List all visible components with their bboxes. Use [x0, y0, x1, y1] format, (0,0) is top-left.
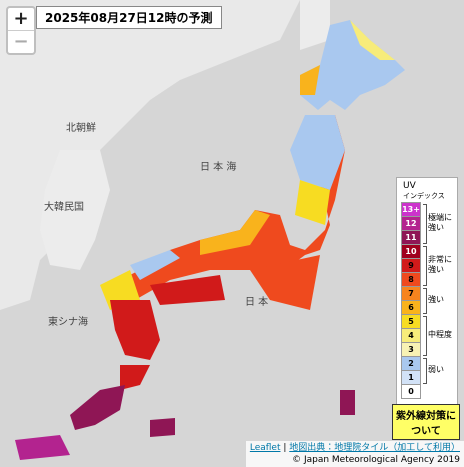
- legend-subtitle: インデックス: [403, 192, 445, 200]
- uv-area: [150, 418, 175, 437]
- legend-group-label: 非常に強い: [428, 255, 452, 274]
- legend-bracket: [423, 246, 427, 286]
- legend-swatch: 12: [401, 216, 421, 231]
- map-label: 大韓民国: [44, 200, 84, 213]
- legend-swatch: 11: [401, 230, 421, 245]
- zoom-control: + −: [6, 6, 36, 55]
- leaflet-link[interactable]: Leaflet: [249, 443, 281, 453]
- uv-area: [290, 115, 345, 190]
- uv-area: [250, 255, 320, 310]
- legend-swatch: 1: [401, 370, 421, 385]
- legend-swatch: 7: [401, 286, 421, 301]
- uv-area: [130, 250, 180, 280]
- legend-bracket: [423, 316, 427, 356]
- tiles-link[interactable]: 地図出典：地理院タイル（加工して利用）: [289, 443, 460, 453]
- legend-swatch: 2: [401, 356, 421, 371]
- uv-area: [340, 390, 355, 415]
- zoom-out[interactable]: −: [8, 30, 34, 53]
- forecast-title: 2025年08月27日12時の予測: [36, 6, 222, 29]
- uv-area: [300, 20, 405, 110]
- continent: [0, 0, 300, 310]
- map-label: 日 本: [245, 295, 268, 308]
- uv-area: [300, 65, 320, 95]
- legend-swatch: 13+: [401, 202, 421, 217]
- uv-area: [295, 180, 330, 225]
- legend-group-label: 弱い: [428, 365, 444, 374]
- legend-swatch: 10: [401, 244, 421, 259]
- legend-swatch: 5: [401, 314, 421, 329]
- map-label: 北朝鮮: [66, 121, 96, 134]
- legend-swatch: 4: [401, 328, 421, 343]
- legend-swatch: 0: [401, 384, 421, 399]
- uv-area: [15, 435, 70, 460]
- uv-area: [150, 275, 225, 305]
- separator: |: [280, 443, 290, 453]
- uv-area: [110, 300, 160, 360]
- legend-group-label: 強い: [428, 295, 444, 304]
- legend-bracket: [423, 358, 427, 384]
- copyright: © Japan Meteorological Agency 2019: [292, 455, 460, 465]
- legend-group-label: 極端に強い: [428, 213, 452, 232]
- map-label: 日 本 海: [200, 160, 236, 173]
- legend-swatch: 8: [401, 272, 421, 287]
- map-label: 東シナ海: [48, 315, 88, 328]
- uv-info-button[interactable]: 紫外線対策について: [392, 404, 460, 440]
- legend-group-label: 中程度: [428, 330, 452, 339]
- korea: [40, 150, 110, 270]
- attribution: Leaflet | 地図出典：地理院タイル（加工して利用） © Japan Me…: [245, 441, 464, 467]
- legend-swatch: 3: [401, 342, 421, 357]
- uv-area: [200, 210, 270, 255]
- legend-title: UV: [403, 181, 416, 191]
- legend-bracket: [423, 288, 427, 314]
- legend-swatch: 6: [401, 300, 421, 315]
- sakhalin: [300, 0, 330, 50]
- uv-area: [350, 20, 395, 60]
- uv-area: [120, 365, 150, 390]
- legend: UV インデックス 13+ 12 11 10 9 8 7 6 5 4 3 2 1 0 極端に強い 非常に強い強…: [396, 177, 458, 411]
- uv-area: [70, 385, 125, 430]
- zoom-in[interactable]: +: [13, 8, 29, 29]
- legend-swatch: 9: [401, 258, 421, 273]
- legend-bracket: [423, 204, 427, 244]
